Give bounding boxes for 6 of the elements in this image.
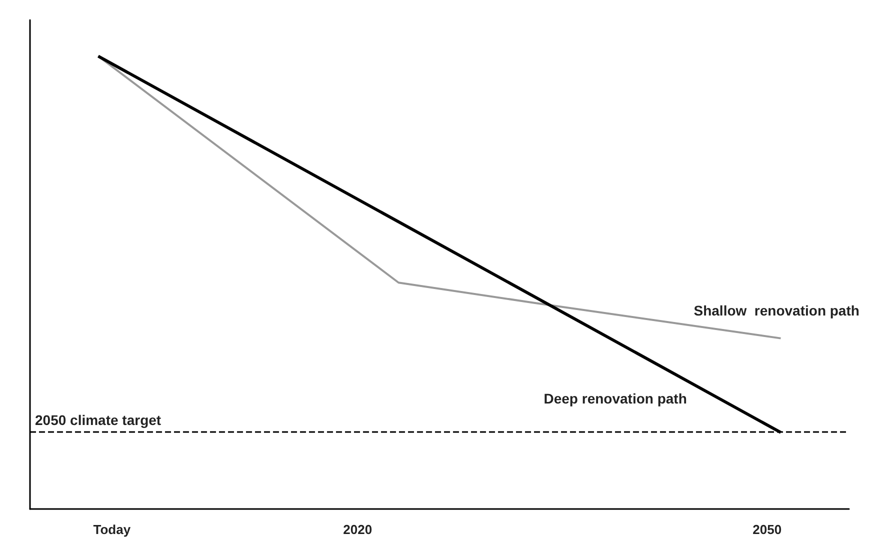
ref-line-label: 2050 climate target [35, 412, 162, 428]
series-label: Shallow renovation path [694, 302, 860, 318]
x-tick-label: 2020 [343, 522, 372, 537]
x-tick-label: Today [93, 522, 132, 537]
x-tick-label: 2050 [752, 522, 782, 537]
series-label: Deep renovation path [544, 390, 687, 406]
